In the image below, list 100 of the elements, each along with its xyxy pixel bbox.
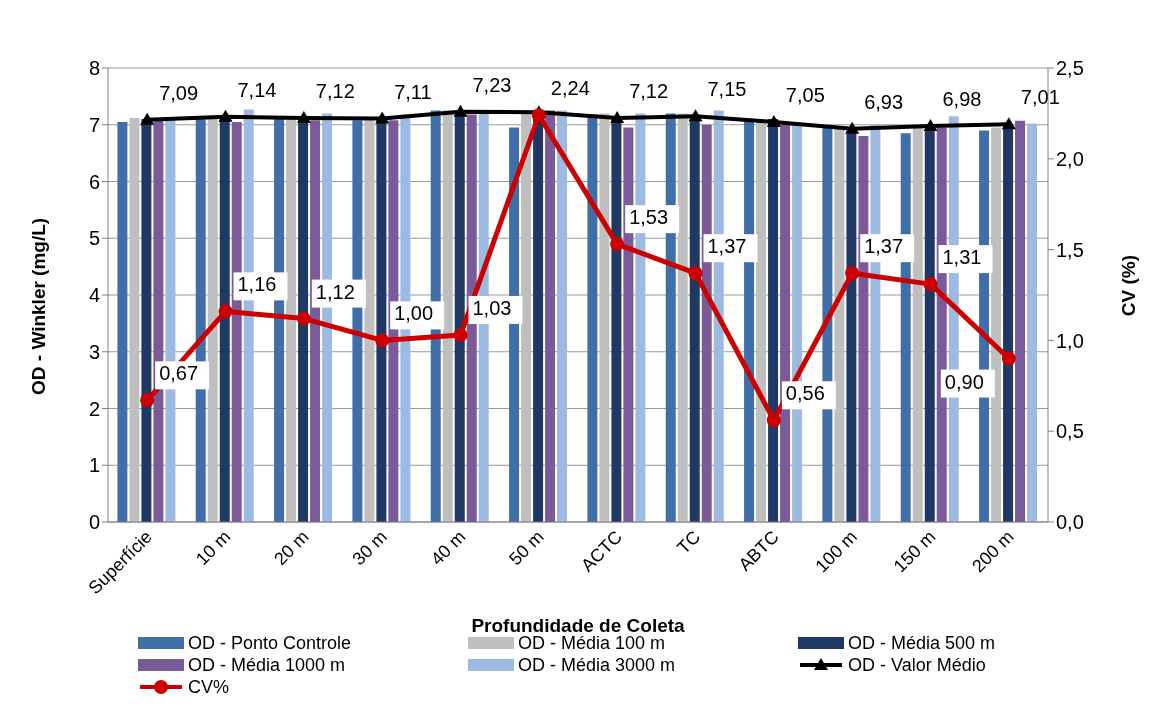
y-tick-label: 3 [88, 340, 100, 363]
point [140, 393, 155, 408]
point [531, 108, 546, 123]
bar [834, 127, 845, 522]
legend-label: CV% [188, 676, 230, 698]
y-tick-label: 6 [88, 170, 100, 193]
bar [141, 119, 152, 522]
data-label: 1,00 [394, 302, 434, 325]
point [610, 110, 625, 123]
legend-label: OD - Média 3000 m [518, 654, 676, 676]
bar [912, 127, 923, 522]
point [1001, 351, 1016, 366]
bar [689, 119, 700, 522]
point [453, 104, 468, 117]
y2-tick-label: 2,5 [1056, 57, 1084, 80]
data-label: 7,23 [472, 73, 512, 96]
data-label: 0,67 [159, 362, 199, 385]
y2-tick-label: 2,0 [1056, 147, 1084, 170]
x-tick-label: 10 m [191, 526, 235, 570]
y2-tick-label: 0,5 [1056, 420, 1084, 443]
point [218, 109, 233, 122]
y2-tick-label: 1,5 [1056, 238, 1084, 261]
bar [924, 130, 935, 522]
data-label: 1,37 [864, 235, 904, 258]
bar [376, 119, 387, 522]
point [1001, 117, 1016, 130]
y-tick-label: 1 [88, 454, 100, 477]
point [688, 266, 703, 281]
x-tick-label: 50 m [505, 526, 548, 570]
data-label: 1,37 [707, 235, 747, 258]
point [375, 333, 390, 348]
legend-label: OD - Média 1000 m [188, 654, 346, 676]
data-label: 1,03 [472, 296, 512, 319]
point [296, 110, 311, 123]
point [296, 311, 311, 326]
point [453, 327, 468, 342]
bar [599, 113, 610, 522]
y-tick-label: 4 [88, 284, 100, 307]
bar [756, 121, 767, 522]
data-label: 0,56 [785, 382, 825, 405]
bar [352, 120, 363, 522]
x-tick-label: 30 m [348, 526, 391, 570]
data-label: 7,11 [394, 80, 432, 103]
y-tick-label: 0 [88, 511, 100, 534]
point [688, 109, 703, 122]
data-label: 7,12 [629, 79, 669, 102]
point [923, 277, 938, 292]
point [845, 121, 860, 134]
data-label: 1,16 [237, 273, 277, 296]
bar [1015, 120, 1026, 522]
data-label: 6,93 [864, 90, 904, 113]
data-label: 7,05 [785, 83, 825, 106]
bar [129, 117, 140, 522]
y2-tick-label: 1,0 [1056, 329, 1084, 352]
x-tick-label: TC [673, 526, 705, 558]
x-tick-label: 150 m [889, 526, 940, 577]
data-label: 0,90 [944, 370, 984, 393]
bar [1027, 123, 1038, 522]
data-label: 7,14 [237, 78, 277, 101]
bar [846, 130, 857, 522]
x-tick-label: 200 m [968, 526, 1018, 577]
data-label: 1,31 [942, 246, 982, 269]
y2-axis-title: CV (%) [1117, 255, 1139, 317]
bar [822, 127, 833, 522]
data-label: 7,01 [1020, 86, 1060, 109]
x-tick-label: 40 m [426, 526, 470, 570]
point [610, 237, 625, 252]
y-tick-label: 7 [88, 113, 100, 136]
data-label: 7,09 [159, 81, 199, 104]
point [766, 114, 781, 127]
y-axis-title: OD - Winkler (mg/L) [27, 217, 49, 395]
bar [991, 127, 1002, 522]
data-label: 1,53 [629, 206, 669, 229]
y-tick-label: 2 [88, 397, 100, 420]
bar [557, 110, 568, 522]
y-tick-label: 8 [88, 57, 100, 80]
point [375, 111, 390, 124]
bar [364, 117, 375, 522]
bar [768, 119, 779, 522]
y2-tick-label: 0,0 [1056, 511, 1084, 534]
bar [274, 117, 285, 522]
bar [207, 117, 218, 522]
x-tick-label: 20 m [270, 526, 313, 570]
data-label: 6,98 [942, 87, 982, 110]
data-label: 7,15 [707, 78, 747, 101]
point [845, 266, 860, 281]
point [218, 304, 233, 319]
data-label: 1,12 [315, 280, 355, 303]
bar [611, 119, 622, 522]
x-tick-label: 100 m [811, 526, 861, 577]
bar [900, 133, 911, 522]
bar [117, 121, 128, 522]
data-label: 2,24 [550, 77, 590, 100]
point [140, 112, 155, 125]
bar [677, 113, 688, 522]
bar [195, 117, 206, 522]
bar [286, 117, 297, 522]
legend-label: OD - Ponto Controle [188, 632, 352, 654]
legend-label: OD - Valor Médio [848, 654, 986, 676]
point [923, 118, 938, 131]
